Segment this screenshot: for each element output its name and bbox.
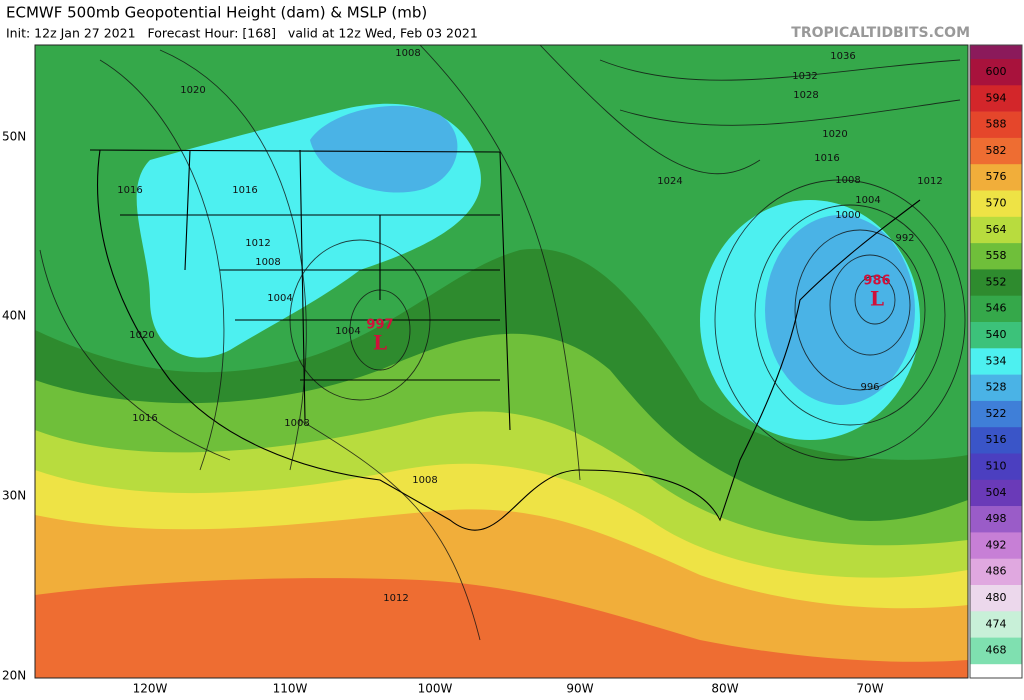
colorbar-label: 552 — [986, 275, 1007, 288]
contour-label: 1004 — [267, 293, 292, 304]
contour-label: 1016 — [814, 153, 839, 164]
colorbar-label: 510 — [986, 460, 1007, 473]
contour-label: 1004 — [855, 195, 880, 206]
colorbar-label: 468 — [986, 644, 1007, 657]
contour-label: 1008 — [835, 175, 860, 186]
contour-label: 1000 — [835, 210, 860, 221]
colorbar-label: 486 — [986, 565, 1007, 578]
colorbar-label: 498 — [986, 512, 1007, 525]
longitude-label: 110W — [273, 682, 308, 696]
contour-label: 1020 — [822, 129, 847, 140]
colorbar-label: 576 — [986, 170, 1007, 183]
longitude-label: 120W — [133, 682, 168, 696]
contour-label: 1016 — [132, 413, 157, 424]
colorbar-cell — [970, 558, 1022, 586]
colorbar-label: 564 — [986, 223, 1007, 236]
longitude-label: 70W — [856, 682, 883, 696]
colorbar-label: 528 — [986, 381, 1007, 394]
colorbar-cell — [970, 585, 1022, 612]
low-pressure-value: 986 — [863, 274, 890, 289]
colorbar-label: 522 — [986, 407, 1007, 420]
low-symbol: L — [870, 287, 884, 311]
colorbar-cell — [970, 374, 1022, 402]
colorbar-label: 540 — [986, 328, 1007, 341]
contour-label: 996 — [860, 382, 879, 393]
colorbar-cell — [970, 348, 1022, 375]
map — [35, 45, 968, 678]
contour-label: 1004 — [335, 326, 360, 337]
contour-label: 1020 — [180, 85, 205, 96]
colorbar-label: 588 — [986, 118, 1007, 131]
latitude-label: 20N — [2, 669, 26, 683]
colorbar-cell — [970, 295, 1022, 323]
colorbar-cell — [970, 637, 1022, 665]
colorbar-cell — [970, 322, 1022, 349]
colorbar-cell — [970, 111, 1022, 139]
colorbar-label: 570 — [986, 197, 1007, 210]
colorbar-cell — [970, 85, 1022, 112]
colorbar-cell — [970, 137, 1022, 165]
colorbar-cell — [970, 59, 1022, 86]
contour-label: 1008 — [395, 48, 420, 59]
contour-label: 1016 — [232, 185, 257, 196]
colorbar-label: 474 — [986, 617, 1007, 630]
colorbar-cell — [970, 506, 1022, 533]
colorbar-label: 558 — [986, 249, 1007, 262]
brand: TROPICALTIDBITS.COM — [791, 25, 970, 41]
colorbar-label: 492 — [986, 538, 1007, 551]
colorbar-cell — [970, 216, 1022, 244]
contour-label: 1012 — [245, 238, 270, 249]
low-pressure-value: 997 — [366, 318, 393, 333]
colorbar-cell — [970, 611, 1022, 638]
colorbar-frame — [969, 44, 1023, 679]
subtitle: Init: 12z Jan 27 2021 Forecast Hour: [16… — [6, 26, 478, 41]
colorbar-label: 516 — [986, 433, 1007, 446]
colorbar-label: 546 — [986, 302, 1007, 315]
contour-label: 992 — [895, 233, 914, 244]
contour-label: 1008 — [412, 475, 437, 486]
colorbar-cell — [970, 243, 1022, 270]
contour-label: 1036 — [830, 51, 855, 62]
colorbar-cell — [970, 532, 1022, 559]
colorbar-label: 504 — [986, 486, 1007, 499]
colorbar-label: 594 — [986, 91, 1007, 104]
low-symbol: L — [373, 331, 387, 355]
colorbar-cell — [970, 400, 1022, 428]
colorbar-label: 582 — [986, 144, 1007, 157]
longitude-label: 90W — [566, 682, 593, 696]
colorbar-cell — [970, 269, 1022, 296]
latitude-label: 30N — [2, 489, 26, 503]
contour-label: 1016 — [117, 185, 142, 196]
colorbar-cell — [970, 479, 1022, 507]
longitude-label: 80W — [711, 682, 738, 696]
contour-label: 1020 — [129, 330, 154, 341]
contour-label: 1024 — [657, 176, 682, 187]
contour-label: 1008 — [255, 257, 280, 268]
contour-label: 1028 — [793, 90, 818, 101]
colorbar-label: 480 — [986, 591, 1007, 604]
longitude-label: 100W — [418, 682, 453, 696]
colorbar-label: 534 — [986, 354, 1007, 367]
title: ECMWF 500mb Geopotential Height (dam) & … — [6, 4, 427, 22]
latitude-label: 40N — [2, 309, 26, 323]
latitude-label: 50N — [2, 130, 26, 144]
colorbar-cell — [970, 427, 1022, 454]
colorbar-cell — [970, 164, 1022, 191]
colorbar-cell — [970, 190, 1022, 218]
colorbar-cell — [970, 453, 1022, 481]
map-frame — [34, 44, 969, 679]
contour-label: 1008 — [284, 418, 309, 429]
colorbar-label: 600 — [986, 65, 1007, 78]
colorbar-cell — [970, 45, 1022, 59]
contour-label: 1012 — [383, 593, 408, 604]
contour-label: 1012 — [917, 176, 942, 187]
colorbar: 600 594 588 582 576 570 564 558 552 546 540 534 528 5… — [969, 44, 1023, 679]
contour-label: 1032 — [792, 71, 817, 82]
